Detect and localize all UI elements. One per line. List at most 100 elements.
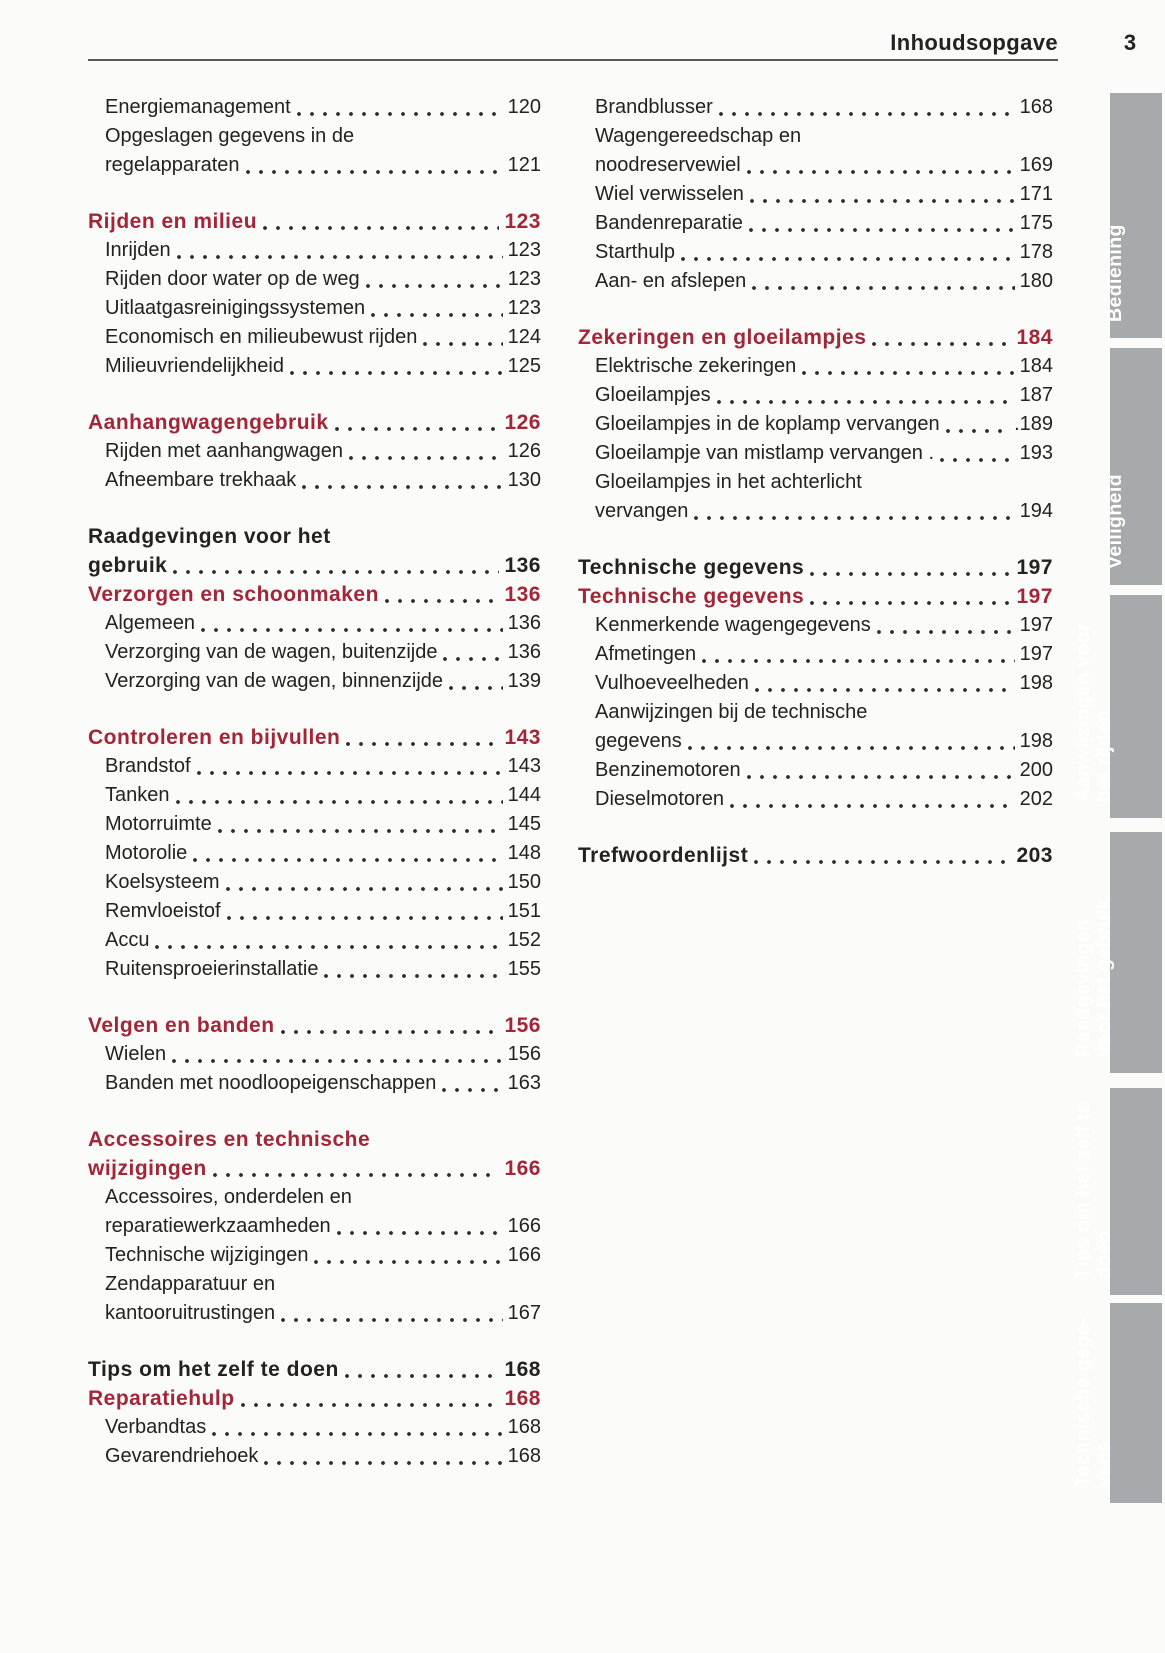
thumb-tab-label-line: Bediening [1104,224,1126,322]
toc-entry-label: Wagengereedschap en [595,125,802,147]
toc-entry-page: 198 [1019,730,1053,752]
toc-entry-page: 143 [504,726,541,749]
toc-entry-page: 168 [504,1387,541,1410]
toc-entry-label: gegevens [595,730,682,752]
toc-entry-label: Afmetingen [595,643,697,665]
toc-group: Energiemanagement 120 Opgeslagen gegevens … [88,93,541,180]
toc-entry-page: 203 [1016,844,1053,867]
toc-row: Starthulp 178 [578,238,1053,267]
toc-row: Uitlaatgasreinigingssystemen 123 [88,294,541,323]
toc-entry-label: Koelsysteem [105,871,220,893]
toc-entry-page: 151 [507,900,541,922]
toc-row: Koelsysteem 150 [88,868,541,897]
dot-leader [336,1231,503,1235]
toc-group: Controleren en bijvullen 143 Brandstof 143 T… [88,723,541,984]
toc-row: vervangen 194 [578,497,1053,526]
dot-leader [281,1318,503,1322]
toc-entry-label: noodreservewiel [595,154,741,176]
toc-entry-label: Gloeilampjes in het achterlicht [595,471,862,493]
toc-entry-page: 143 [507,755,541,777]
thumb-tab: Technische gege-vens [1072,1303,1162,1503]
thumb-tab-label-line: doen [1093,1230,1115,1279]
dot-leader [280,1030,500,1034]
dot-leader [810,572,1012,576]
toc-entry-page: 123 [507,268,541,290]
toc-row: Afmetingen 197 [578,640,1053,669]
toc-entry-page: 166 [504,1157,541,1180]
toc-entry-page: 180 [1019,270,1053,292]
dot-leader [443,657,503,661]
thumb-tab-label-line: voor het gebruik [1093,897,1115,1057]
dot-leader [296,112,503,116]
toc-entry-label: Benzinemotoren [595,759,741,781]
dot-leader [176,255,503,259]
toc-row: reparatiewerkzaamheden 166 [88,1212,541,1241]
toc-entry-page: 156 [507,1043,541,1065]
dot-leader [729,804,1015,808]
thumb-tab-label: Veiligheid [1104,362,1126,569]
toc-row: Ruitensproeierinstallatie 155 [88,955,541,984]
dot-leader [718,112,1015,116]
toc-entry-page: 197 [1019,614,1053,636]
thumb-tab-label-line: vens [1093,1440,1115,1487]
toc-row: Wagengereedschap en [578,122,1053,151]
dot-leader [155,945,503,949]
toc-row: gegevens 198 [578,727,1053,756]
toc-entry-label: kantooruitrustingen [105,1302,276,1324]
toc-entry-label: Aanwijzingen bij de technische [595,701,868,723]
thumb-tab-label: Tips om het zelf te doen [1072,1102,1115,1279]
toc-entry-page: 167 [507,1302,541,1324]
toc-row: Technische gegevens 197 [578,553,1053,582]
dot-leader [702,659,1015,663]
toc-entry-label: Inrijden [105,239,171,261]
toc-entry-label: reparatiewerkzaamheden [105,1215,331,1237]
thumb-tab-label: Raadgevingen voor het gebruik [1072,846,1115,1057]
dot-leader [346,742,500,746]
thumb-tab-label-line: Veiligheid [1104,473,1126,569]
toc-entry-label: Gloeilampjes in de koplamp vervangen [595,413,940,435]
toc-entry-label: Ruitensproeierinstallatie [105,958,319,980]
toc-entry-label: Raadgevingen voor het [88,525,331,548]
toc-entry-label: Technische gegevens [578,585,805,608]
toc-entry-label: Zekeringen en gloeilampjes [578,326,867,349]
toc-group: Tips om het zelf te doen 168 Reparatiehulp… [88,1355,541,1471]
toc-row: Technische gegevens 197 [578,582,1053,611]
dot-leader [716,400,1015,404]
toc-entry-label: Brandblusser [595,96,713,118]
toc-row: Brandblusser 168 [578,93,1053,122]
toc-row: Remvloeistof 151 [88,897,541,926]
toc-row: Wiel verwisselen 171 [578,180,1053,209]
dot-leader [225,887,503,891]
thumb-tab: Bediening [1104,93,1162,338]
page-number: 3 [1123,30,1137,55]
toc-row: Gloeilampjes in het achterlicht [578,468,1053,497]
toc-row: Reparatiehulp 168 [88,1384,541,1413]
thumb-tab: Veiligheid [1104,348,1162,585]
toc-entry-label: Vulhoeveelheden [595,672,749,694]
dot-leader [746,170,1015,174]
toc-entry-label: Gevarendriehoek [105,1445,259,1467]
toc-entry-page: 152 [507,929,541,951]
toc-entry-page: 200 [1019,759,1053,781]
toc-group: Aanhangwagengebruik 126 Rijden met aanhang… [88,408,541,495]
dot-leader [217,829,503,833]
toc-entry-label: gebruik [88,554,168,577]
dot-leader [681,257,1015,261]
toc-entry-page: 168 [1019,96,1053,118]
dot-leader [872,342,1012,346]
toc-entry-label: Controleren en bijvullen [88,726,341,749]
toc-entry-label: regelapparaten [105,154,240,176]
toc-row: Opgeslagen gegevens in de [88,122,541,151]
dot-leader [384,599,500,603]
toc-entry-label: Gloeilampjes [595,384,711,406]
toc-row: kantooruitrustingen 167 [88,1299,541,1328]
toc-entry-page: 168 [504,1358,541,1381]
toc-row: Zendapparatuur en [88,1270,541,1299]
dot-leader [264,1461,503,1465]
dot-leader [687,746,1015,750]
toc-row: Vulhoeveelheden 198 [578,669,1053,698]
dot-leader [694,516,1015,520]
toc-entry-page: 150 [507,871,541,893]
toc-row: Bandenreparatie 175 [578,209,1053,238]
toc-entry-page: 155 [507,958,541,980]
